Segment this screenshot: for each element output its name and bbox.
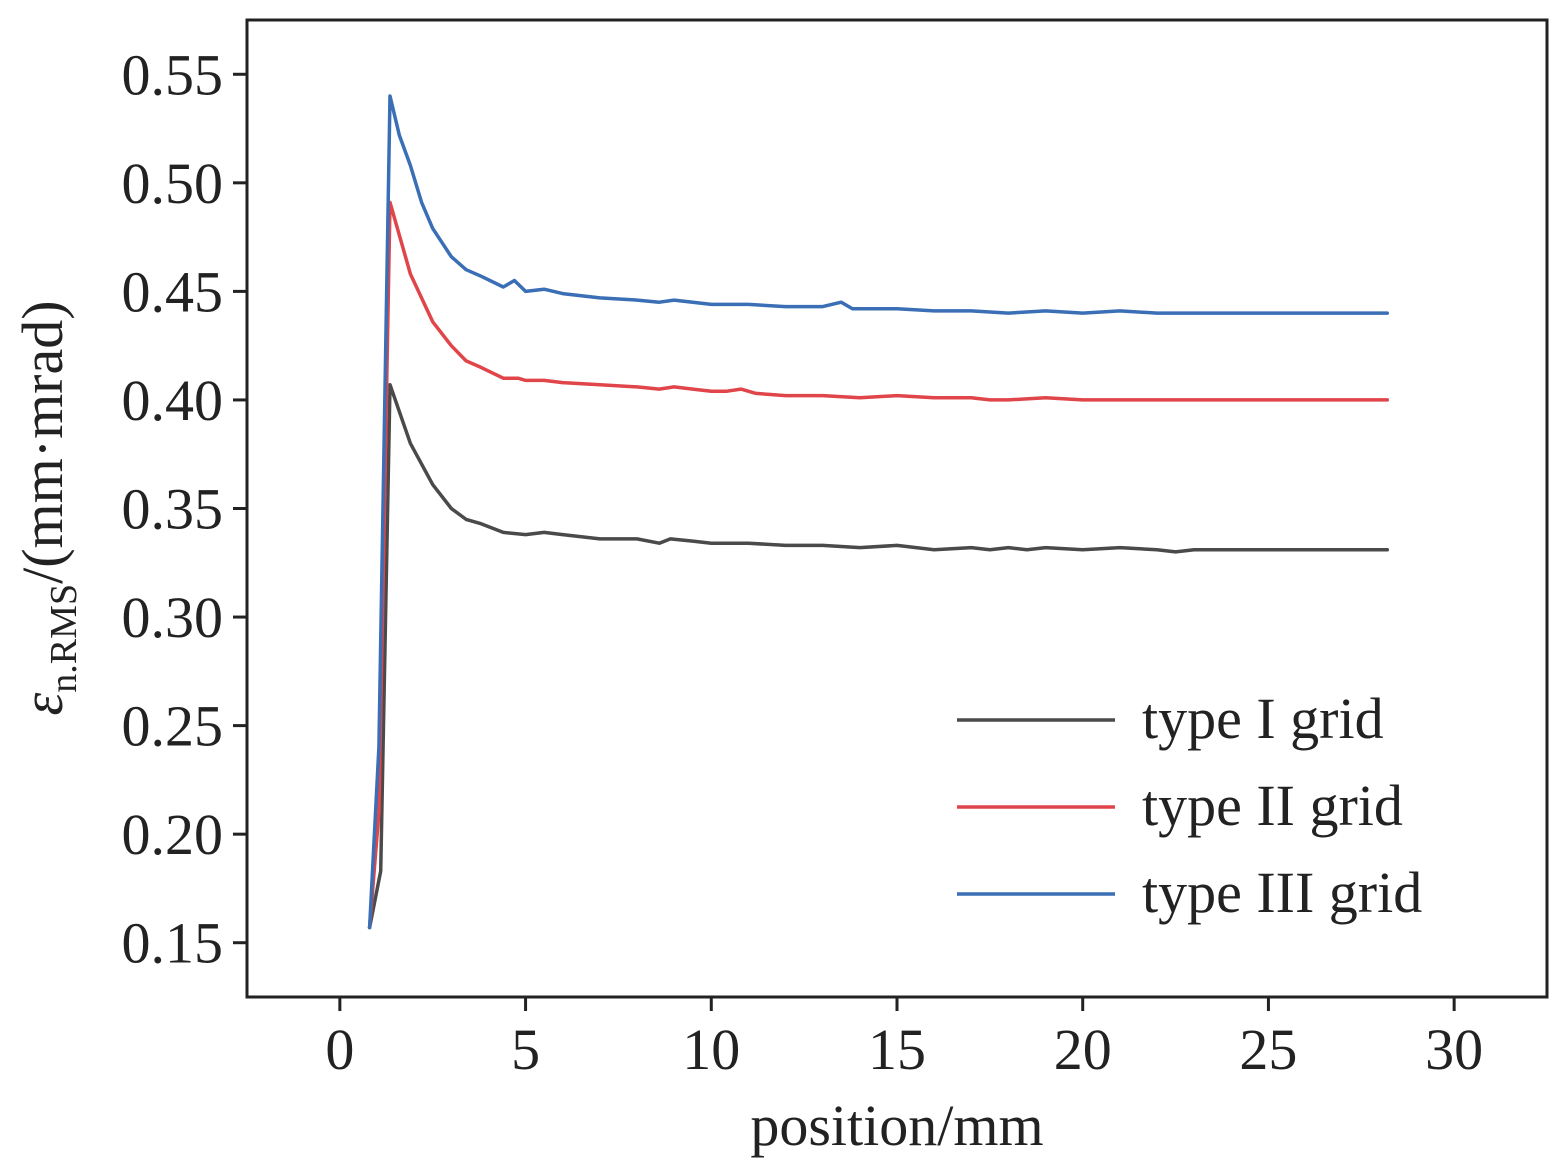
x-tick-label: 30: [1425, 1017, 1483, 1082]
y-tick-label: 0.35: [122, 477, 224, 542]
x-tick-label: 15: [868, 1017, 926, 1082]
plot-frame: [245, 18, 1549, 999]
x-axis-ticks: 0 5 10 15 20 25 30: [325, 997, 1483, 1082]
y-tick-label: 0.50: [122, 151, 224, 216]
series-line-2: [367, 200, 1390, 930]
y-tick-label: 0.30: [122, 585, 224, 650]
x-tick-label: 0: [325, 1017, 354, 1082]
y-tick-label: 0.45: [122, 259, 224, 324]
legend-label-3: type III grid: [1142, 860, 1422, 925]
y-axis-label-subscript: n.RMS: [43, 584, 85, 693]
x-tick-label: 10: [682, 1017, 740, 1082]
y-tick-label: 0.25: [122, 694, 224, 759]
series-layer: [367, 94, 1390, 930]
y-tick-label: 0.40: [122, 368, 224, 433]
y-axis-ticks: 0.15 0.20 0.25 0.30 0.35 0.40 0.45 0.50 0.55: [122, 42, 247, 976]
x-tick-label: 25: [1239, 1017, 1297, 1082]
series-line-1: [367, 382, 1390, 930]
x-tick-label: 20: [1054, 1017, 1112, 1082]
x-axis-label: position/mm: [750, 1093, 1043, 1158]
series-line-3: [367, 94, 1390, 930]
legend-label-1: type I grid: [1142, 686, 1384, 751]
legend: type I grid type II grid type III grid: [957, 686, 1422, 925]
legend-label-2: type II grid: [1142, 773, 1403, 838]
y-tick-label: 0.15: [122, 911, 224, 976]
y-axis-label: εn.RMS/(mm·mrad): [10, 300, 85, 715]
y-axis-label-symbol: ε: [10, 693, 75, 716]
x-tick-label: 5: [511, 1017, 540, 1082]
y-tick-label: 0.55: [122, 42, 224, 107]
y-axis-label-unit: /(mm·mrad): [10, 300, 75, 583]
y-tick-label: 0.20: [122, 802, 224, 867]
